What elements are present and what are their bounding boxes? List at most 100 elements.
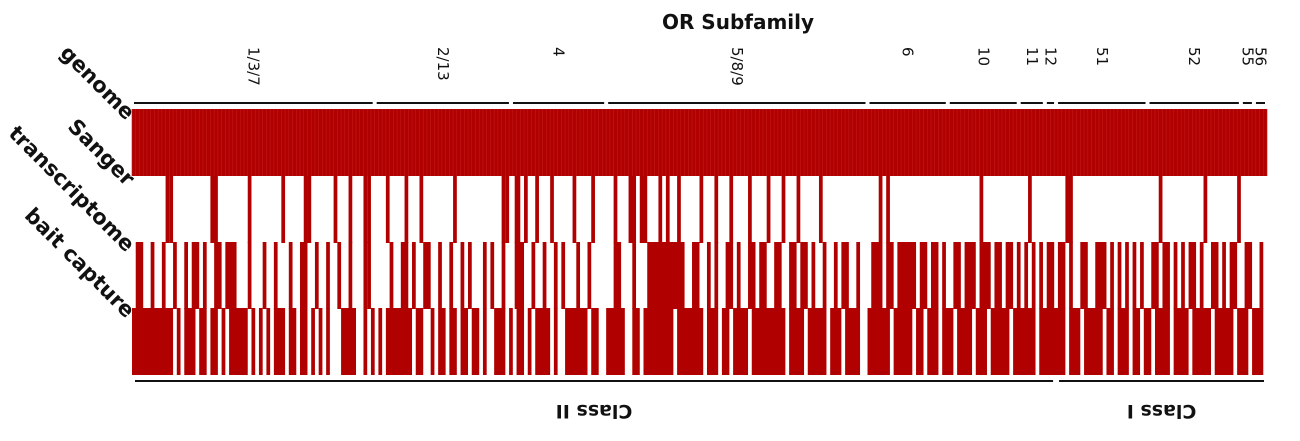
presence-cell [210, 176, 218, 243]
presence-cell [505, 176, 510, 243]
presence-cell [348, 242, 353, 309]
presence-cell [942, 308, 954, 375]
presence-cell [221, 308, 226, 375]
presence-cell [550, 176, 554, 243]
presence-cell [370, 308, 375, 375]
presence-cell [639, 176, 648, 243]
presence-cell [214, 242, 222, 309]
presence-cell [490, 242, 495, 309]
row-label-genome: genome [55, 41, 139, 125]
presence-cell [800, 242, 808, 309]
presence-cell [430, 308, 435, 375]
subfamily-label-1-3-7: 1/3/7 [244, 47, 262, 86]
presence-cell [1125, 242, 1129, 309]
presence-cell [535, 308, 551, 375]
presence-cell [979, 242, 991, 309]
presence-cell [1203, 176, 1208, 243]
presence-cell [400, 242, 409, 309]
row-bait-capture [132, 308, 1264, 375]
presence-cell [527, 308, 532, 375]
presence-cell [482, 242, 487, 309]
chart-title: OR Subfamily [662, 10, 814, 34]
presence-cell [348, 176, 353, 243]
presence-cell [423, 242, 431, 309]
presence-cell [1237, 176, 1241, 243]
presence-cell [658, 176, 663, 243]
presence-cell [867, 308, 890, 375]
presence-cell [796, 176, 801, 243]
presence-cell [288, 308, 297, 375]
presence-cell [736, 242, 741, 309]
presence-cell [460, 242, 465, 309]
presence-cell [833, 242, 838, 309]
presence-cell [132, 308, 174, 375]
presence-cell [553, 242, 558, 309]
presence-cell [251, 308, 256, 375]
presence-cell [191, 242, 200, 309]
presence-cell [1173, 242, 1178, 309]
presence-cell [1252, 308, 1264, 375]
presence-cell [632, 242, 637, 309]
presence-cell [225, 242, 237, 309]
presence-cell [591, 176, 595, 243]
class-brackets: Class II Class I [135, 380, 1264, 422]
presence-cell [576, 242, 581, 309]
presence-cell [841, 242, 849, 309]
presence-cell [818, 176, 823, 243]
presence-cell [1143, 308, 1152, 375]
presence-cell [591, 308, 599, 375]
presence-cell [514, 176, 521, 243]
presence-cell [412, 242, 416, 309]
subfamily-label-56: 56 [1251, 47, 1269, 66]
presence-cell [1162, 242, 1170, 309]
presence-cell [482, 308, 487, 375]
presence-cell [449, 242, 454, 309]
presence-cell [494, 308, 506, 375]
presence-cell [733, 308, 749, 375]
presence-cell [531, 242, 536, 309]
subfamily-label-6: 6 [899, 47, 917, 57]
presence-cell [1237, 308, 1249, 375]
presence-cell [613, 242, 622, 309]
presence-cell [721, 308, 730, 375]
presence-cell [845, 308, 861, 375]
presence-cell [367, 242, 371, 309]
presence-cell [169, 176, 174, 243]
presence-cell [1117, 242, 1122, 309]
subfamily-label-5-8-9: 5/8/9 [728, 47, 746, 86]
presence-cell [1069, 308, 1081, 375]
subfamily-label-11: 11 [1023, 47, 1041, 66]
presence-cell [1158, 176, 1163, 243]
presence-cell [811, 242, 816, 309]
presence-cell [886, 242, 894, 309]
presence-cell [363, 308, 368, 375]
presence-cell [300, 308, 308, 375]
presence-cell [942, 242, 946, 309]
presence-cell [990, 308, 1010, 375]
presence-cell [1229, 242, 1238, 309]
presence-cell [886, 176, 890, 243]
presence-cell [1140, 242, 1144, 309]
presence-cell [878, 176, 883, 243]
presence-cell [699, 176, 704, 243]
presence-cell [1117, 308, 1129, 375]
class-label-class-i: Class I [1127, 400, 1197, 422]
subfamily-label-52: 52 [1185, 47, 1203, 66]
presence-cell [378, 308, 383, 375]
presence-cell [199, 308, 207, 375]
presence-cell [748, 176, 752, 243]
presence-cell [1057, 242, 1066, 309]
presence-cell [1031, 242, 1036, 309]
presence-cell [262, 242, 267, 309]
presence-cell [748, 242, 756, 309]
presence-cell [173, 242, 177, 309]
presence-cell [210, 308, 218, 375]
presence-cell [318, 308, 323, 375]
presence-cell [165, 176, 170, 243]
presence-cell [184, 242, 188, 309]
class-label-class-ii: Class II [556, 400, 633, 422]
presence-cell [953, 242, 961, 309]
presence-cell [542, 242, 547, 309]
presence-cell [468, 242, 472, 309]
